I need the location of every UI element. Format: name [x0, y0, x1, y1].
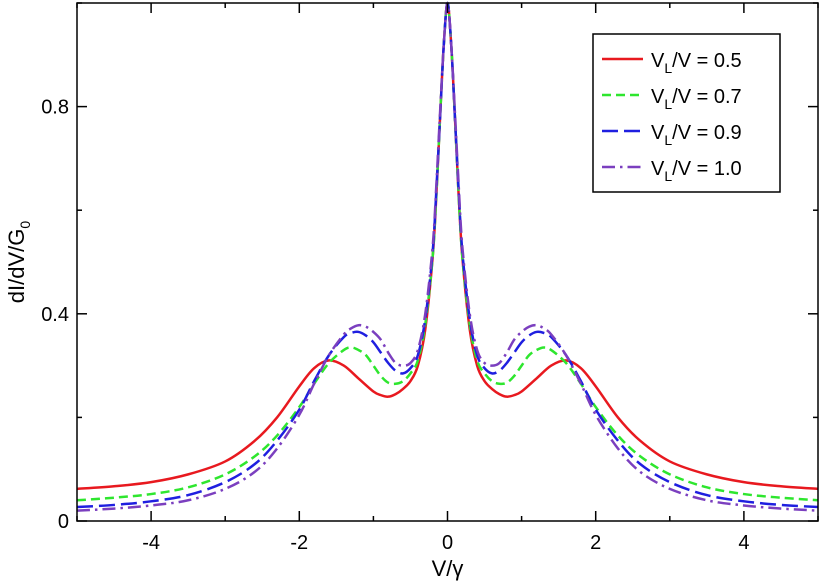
- x-tick-label: -2: [290, 532, 308, 554]
- x-tick-label: -4: [142, 532, 160, 554]
- legend-label-1: VL/V = 0.7: [651, 86, 742, 112]
- legend-label-0: VL/V = 0.5: [651, 50, 742, 76]
- x-tick-label: 4: [738, 532, 749, 554]
- x-axis-label: V/γ: [432, 556, 464, 581]
- y-tick-label: 0.8: [41, 97, 69, 119]
- y-axis-label-sub: 0: [17, 221, 33, 229]
- y-axis-label-main: dI/dV/G: [4, 229, 29, 304]
- legend-label-3: VL/V = 1.0: [651, 158, 742, 184]
- x-tick-label: 2: [590, 532, 601, 554]
- legend: VL/V = 0.5 VL/V = 0.7 VL/V = 0.9 VL/V = 1.0: [592, 33, 781, 193]
- legend-label-2: VL/V = 0.9: [651, 122, 742, 148]
- ticks-layer: -4 -2 0 2 4 0 0.4 0.8: [41, 2, 819, 554]
- legend-box: [592, 33, 781, 193]
- y-tick-label: 0: [58, 511, 69, 533]
- x-tick-label: 0: [442, 532, 453, 554]
- y-tick-label: 0.4: [41, 304, 69, 326]
- y-axis-label: dI/dV/G0: [4, 221, 33, 304]
